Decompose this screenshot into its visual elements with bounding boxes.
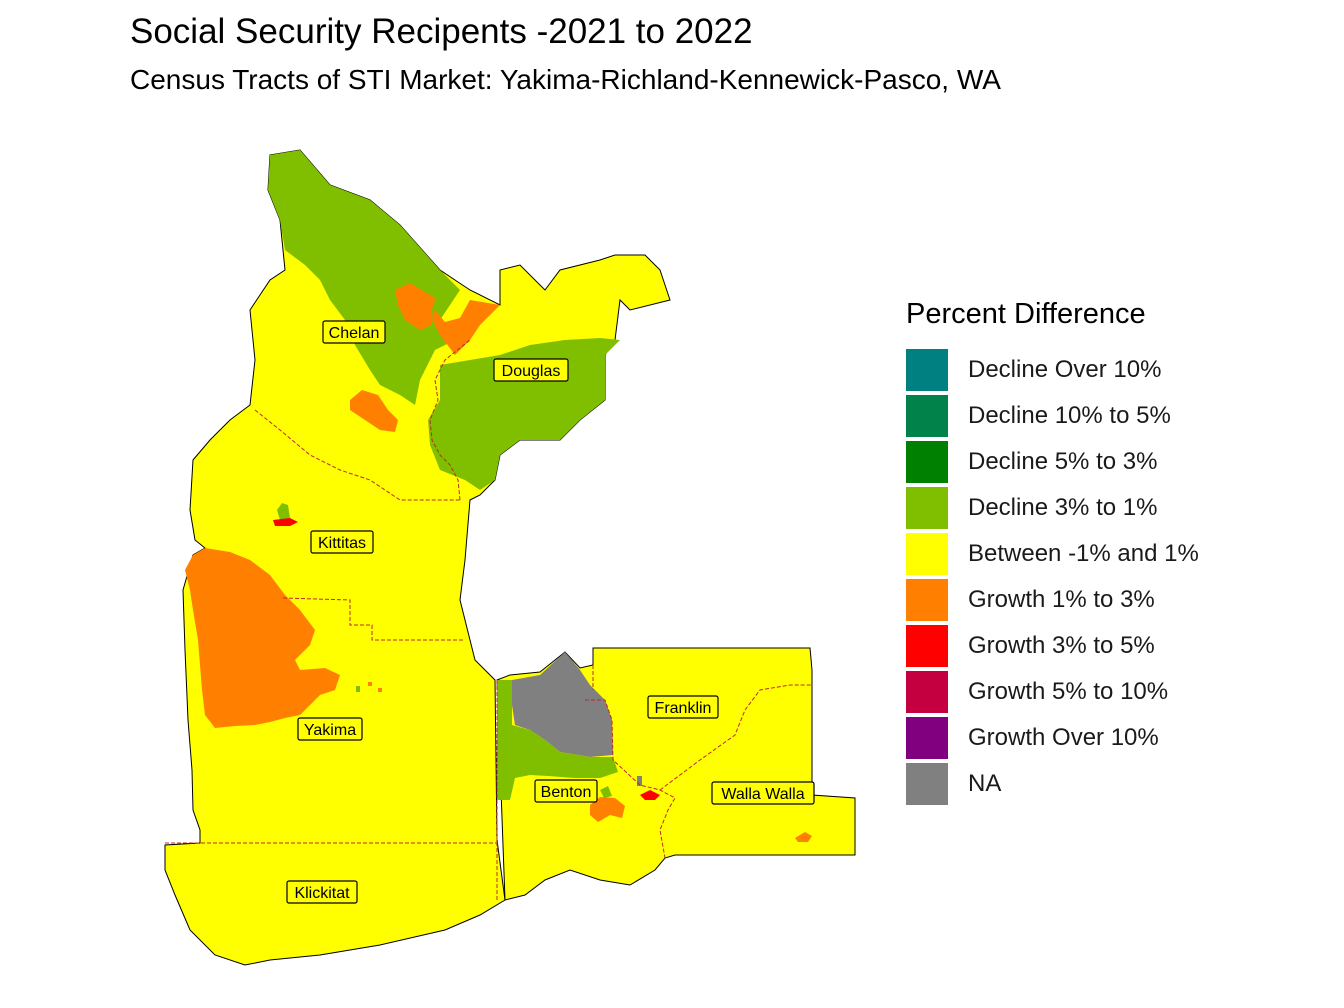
legend-item: Growth 1% to 3% bbox=[906, 577, 1199, 623]
legend-item: Between -1% and 1% bbox=[906, 531, 1199, 577]
label-yakima: Yakima bbox=[297, 717, 363, 741]
tract-chelan-north bbox=[268, 150, 460, 405]
tract-kittitas-green bbox=[277, 503, 290, 520]
legend-label: Between -1% and 1% bbox=[968, 540, 1199, 567]
tract-benton-green bbox=[497, 680, 618, 800]
tract-benton-orange bbox=[590, 797, 625, 822]
legend-swatch bbox=[906, 671, 948, 713]
label-kittitas: Kittitas bbox=[310, 530, 374, 554]
legend-label: Decline 5% to 3% bbox=[968, 448, 1158, 475]
tract-pasco-na bbox=[637, 776, 642, 786]
legend-swatch bbox=[906, 579, 948, 621]
legend-item: Decline 5% to 3% bbox=[906, 439, 1199, 485]
legend-label: Growth 3% to 5% bbox=[968, 632, 1155, 659]
svg-text:Klickitat: Klickitat bbox=[294, 885, 350, 902]
legend-item: Growth 3% to 5% bbox=[906, 623, 1199, 669]
legend-swatch bbox=[906, 763, 948, 805]
tract-chelan-orange-3 bbox=[350, 390, 398, 432]
svg-text:Yakima: Yakima bbox=[304, 722, 356, 739]
tract-yakima-small-1 bbox=[356, 686, 360, 692]
legend-swatch bbox=[906, 395, 948, 437]
legend-item: Growth Over 10% bbox=[906, 715, 1199, 761]
label-franklin: Franklin bbox=[647, 695, 719, 719]
legend-label: Growth 1% to 3% bbox=[968, 586, 1155, 613]
map-subtitle: Census Tracts of STI Market: Yakima-Rich… bbox=[130, 64, 1001, 95]
svg-text:Benton: Benton bbox=[541, 784, 592, 801]
legend-swatch bbox=[906, 625, 948, 667]
legend-swatch bbox=[906, 717, 948, 759]
legend-item: Growth 5% to 10% bbox=[906, 669, 1199, 715]
legend-title: Percent Difference bbox=[906, 298, 1146, 330]
svg-text:Chelan: Chelan bbox=[329, 325, 380, 342]
tract-benton-green-small bbox=[600, 786, 612, 798]
svg-text:Kittitas: Kittitas bbox=[318, 535, 366, 552]
label-walla-walla: Walla Walla bbox=[711, 781, 815, 805]
legend-label: Decline Over 10% bbox=[968, 356, 1162, 383]
legend-item: NA bbox=[906, 761, 1199, 807]
legend-item: Decline Over 10% bbox=[906, 347, 1199, 393]
tract-wallawalla-orange bbox=[795, 832, 812, 842]
tract-pasco-red bbox=[640, 790, 660, 800]
legend-item: Decline 3% to 1% bbox=[906, 485, 1199, 531]
legend-item: Decline 10% to 5% bbox=[906, 393, 1199, 439]
tract-yakima-orange bbox=[185, 548, 340, 728]
tract-chelan-orange-1 bbox=[395, 283, 500, 355]
legend-label: Growth 5% to 10% bbox=[968, 678, 1169, 705]
legend-swatch bbox=[906, 349, 948, 391]
legend-items: Decline Over 10% Decline 10% to 5% Decline… bbox=[906, 347, 1199, 807]
legend-label: Growth Over 10% bbox=[968, 724, 1159, 751]
tract-chelan-orange-2 bbox=[395, 283, 432, 330]
legend-swatch bbox=[906, 533, 948, 575]
legend-swatch bbox=[906, 441, 948, 483]
tract-kittitas-red bbox=[273, 518, 298, 526]
legend-label: Decline 3% to 1% bbox=[968, 494, 1158, 521]
tract-yakima-small-2 bbox=[368, 682, 372, 686]
svg-text:Franklin: Franklin bbox=[655, 700, 712, 717]
svg-text:Walla Walla: Walla Walla bbox=[721, 786, 804, 803]
label-chelan: Chelan bbox=[322, 320, 386, 344]
legend-label: NA bbox=[968, 770, 1002, 797]
label-benton: Benton bbox=[534, 779, 598, 803]
county-boundaries bbox=[165, 339, 812, 900]
tract-yakima-small-3 bbox=[378, 688, 382, 692]
label-klickitat: Klickitat bbox=[286, 880, 358, 904]
svg-text:Douglas: Douglas bbox=[502, 363, 561, 380]
map-title: Social Security Recipents -2021 to 2022 bbox=[130, 12, 753, 51]
tract-douglas bbox=[428, 338, 620, 490]
tract-benton-na bbox=[512, 652, 613, 757]
legend: Percent Difference Decline Over 10% Decli… bbox=[906, 298, 1199, 807]
legend-swatch bbox=[906, 487, 948, 529]
legend-label: Decline 10% to 5% bbox=[968, 402, 1171, 429]
label-douglas: Douglas bbox=[493, 358, 569, 382]
